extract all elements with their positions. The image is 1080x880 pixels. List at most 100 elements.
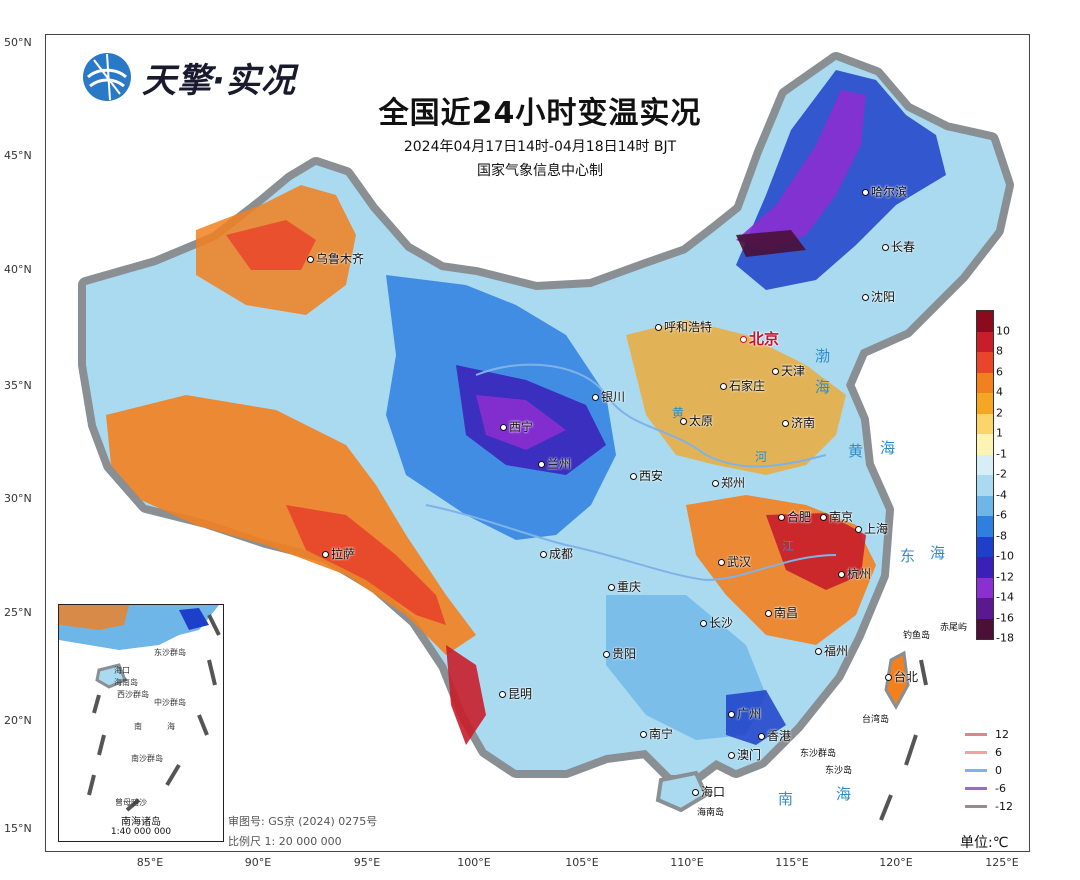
isoline-swatch [965,732,987,736]
yellow-river [475,363,827,468]
city-hohhot: 呼和浩特 [655,318,712,335]
isoline-legend-item: -6 [965,779,1013,797]
river-label-huang: 黄 [672,406,685,420]
legend-swatch [977,536,993,557]
legend-label: 1 [996,426,1003,440]
review-info: 审图号: GS京 (2024) 0275号 比例尺 1: 20 000 000 [228,812,377,852]
sea-donghai-1: 东 [900,547,916,565]
lat-tick-25: 25°N [4,606,32,619]
legend-swatch [977,577,993,598]
island-dongsha: 东沙群岛 [800,749,837,759]
lat-tick-40: 40°N [4,263,32,276]
south-china-sea-inset: 东沙群岛 海口 海南岛 西沙群岛 中沙群岛 南 海 南沙群岛 曾母暗沙 南海诸岛… [58,604,224,842]
city-shenyang: 沈阳 [862,288,895,305]
legend-swatch [977,393,993,414]
legend-swatch [977,618,993,639]
isoline-swatch [965,786,987,790]
inset-label-zhongsha: 中沙群岛 [154,698,186,707]
city-lhasa: 拉萨 [322,545,355,562]
south-sea-dash-2 [904,734,918,766]
title-block: 全国近24小时变温实况 2024年04月17日14时-04月18日14时 BJT… [330,88,750,180]
sea-bohai-1: 渤 [815,347,831,365]
island-chiwei: 赤尾屿 [940,623,968,633]
legend-label: -10 [996,549,1014,563]
isoline-legend-item: 6 [965,743,1013,761]
yangtze-river [425,504,837,582]
isoline-label: -6 [995,781,1006,795]
isoline-swatch [965,750,987,754]
inset-label-dongsha: 东沙群岛 [154,648,186,657]
island-taiwan: 台湾岛 [862,715,890,725]
inset-label-nan: 南 [134,722,142,731]
city-chengdu: 成都 [540,545,573,562]
city-nanchang: 南昌 [765,604,798,621]
legend-label: 6 [996,365,1003,378]
warm-region-north-china [626,320,846,475]
lat-tick-45: 45°N [4,149,32,162]
inset-label-xisha: 西沙群岛 [117,690,149,699]
river-label-he: 河 [755,450,768,464]
inset-title: 南海诸岛 [121,817,161,828]
inset-label-haikou: 海口 [114,666,130,675]
sea-huanghai-1: 黄 [848,442,864,460]
south-sea-dash-1 [919,659,928,686]
island-diaoyu: 钓鱼岛 [903,631,931,641]
city-hongkong: 香港 [758,727,791,744]
city-taipei: 台北 [885,668,918,685]
city-changsha: 长沙 [700,614,733,631]
city-guangzhou: 广州 [728,705,761,722]
river-label-jiang: 江 [782,539,795,553]
city-haikou: 海口 [692,783,725,800]
lon-tick-95: 95°E [353,856,381,869]
inset-label-hai: 海 [167,722,175,731]
city-xining: 西宁 [500,418,533,435]
legend-swatch [977,557,993,578]
lon-tick-120: 120°E [879,856,913,869]
city-jinan: 济南 [782,414,815,431]
legend-swatch [977,598,993,619]
city-harbin: 哈尔滨 [862,183,907,200]
color-legend: 10 8 6 4 2 1 -1 -2 -4 -6 -8 -10 -12 -14 -16 -18 [976,310,1014,645]
isoline-legend-item: 0 [965,761,1013,779]
globe-icon [83,53,131,101]
legend-label: -18 [996,631,1014,645]
city-urumqi: 乌鲁木齐 [307,250,364,267]
isoline-label: 0 [995,763,1002,777]
review-code: 审图号: GS京 (2024) 0275号 [228,815,378,828]
legend-label: 10 [996,324,1010,337]
city-nanning: 南宁 [640,725,673,742]
inset-scale: 1:40 000 000 [110,827,172,837]
temperature-change-map [78,52,1014,821]
legend-label: -2 [996,467,1007,481]
lat-tick-35: 35°N [4,379,32,392]
city-fuzhou: 福州 [815,642,848,659]
isoline-label: -12 [995,799,1013,813]
city-hangzhou: 杭州 [838,565,871,582]
isoline-legend-item: -12 [965,797,1013,815]
city-yinchuan: 银川 [592,388,625,405]
legend-label: -12 [996,570,1014,583]
city-guiyang: 贵阳 [603,645,636,662]
legend-swatch [977,372,993,393]
city-zhengzhou: 郑州 [712,474,745,491]
legend-label: -1 [996,447,1007,460]
lat-tick-15: 15°N [4,822,32,835]
legend-swatch [977,331,993,352]
map-maker: 国家气象信息中心制 [477,163,603,179]
city-macau: 澳门 [728,746,761,763]
island-dongsha-2: 东沙岛 [825,766,853,776]
sea-nanhai-1: 南 [778,790,794,808]
lon-tick-115: 115°E [775,856,809,869]
darkest-cold-region-northeast [736,230,806,257]
isoline-legend-item: 12 [965,725,1013,743]
south-sea-dash-3 [879,794,893,821]
city-shijiazhuang: 石家庄 [720,377,765,394]
map-period: 2024年04月17日14时-04月18日14时 BJT [403,139,677,155]
legend-swatch [977,516,993,537]
inset-map [59,605,221,812]
isoline-label: 12 [995,727,1009,741]
sea-nanhai-2: 海 [836,785,852,803]
legend-label: 2 [996,406,1003,419]
map-title: 全国近24小时变温实况 [378,96,702,131]
city-changchun: 长春 [882,238,915,255]
